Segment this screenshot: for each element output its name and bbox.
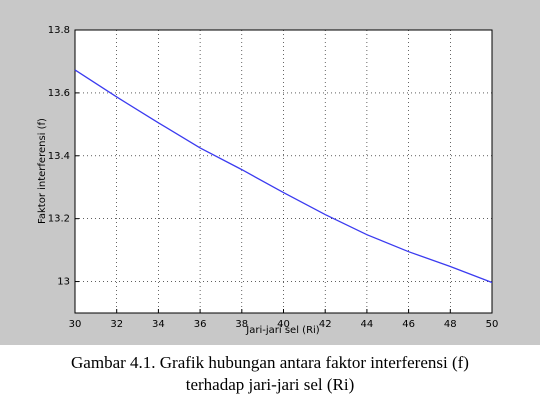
y-tick-label: 13.4 [48,151,70,162]
y-tick-label: 13.8 [48,25,70,36]
x-tick-label: 40 [277,319,290,330]
y-axis-label: Faktor interferensi (f) [37,118,48,224]
x-tick-label: 48 [444,319,457,330]
x-tick-label: 44 [361,319,374,330]
x-axis-label: Jari-jari sel (Ri) [245,325,319,336]
x-tick-label: 34 [152,319,165,330]
plot-area [74,29,493,314]
x-tick-label: 42 [319,319,332,330]
y-tick-label: 13.6 [48,88,70,99]
x-tick-label: 30 [69,319,82,330]
data-line [74,69,493,284]
y-tick-label: 13 [57,277,70,288]
x-tick-label: 50 [486,319,499,330]
x-tick-label: 32 [110,319,123,330]
caption-line: Gambar 4.1. Grafik hubungan antara fakto… [71,353,469,372]
x-tick-label: 46 [402,319,415,330]
x-tick-label: 38 [235,319,248,330]
caption-line: terhadap jari-jari sel (Ri) [186,375,355,394]
x-tick-label: 36 [194,319,207,330]
y-tick-label: 13.2 [48,214,70,225]
